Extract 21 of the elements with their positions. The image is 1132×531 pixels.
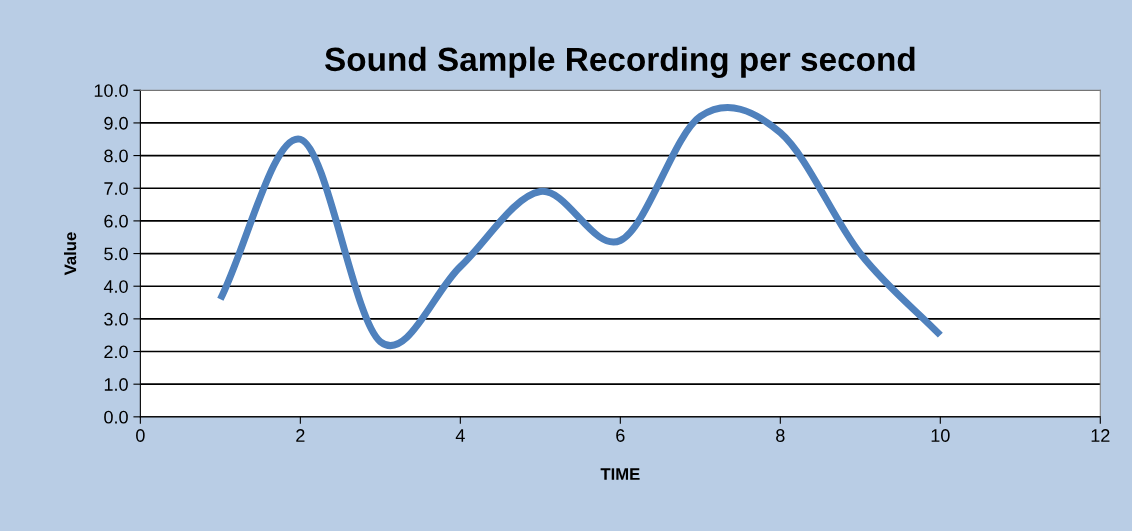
y-tick-label: 4.0 xyxy=(103,280,128,293)
x-tick-label: 4 xyxy=(455,429,465,442)
x-axis-title: TIME xyxy=(600,468,640,480)
y-tick-label: 2.0 xyxy=(104,345,128,359)
y-tick-label: 1.0 xyxy=(104,378,128,391)
y-axis-title: Value xyxy=(64,232,77,276)
x-tick-label: 0 xyxy=(136,429,145,442)
y-tick-label: 3.0 xyxy=(104,312,128,326)
y-tick-label: 7.0 xyxy=(104,182,128,195)
chart-title: Sound Sample Recording per second xyxy=(324,46,915,78)
x-tick-label: 6 xyxy=(616,429,625,442)
y-tick-label: 10.0 xyxy=(94,84,128,97)
y-tick-label: 5.0 xyxy=(104,247,128,261)
y-tick-label: 6.0 xyxy=(104,214,128,228)
y-tick-label: 9.0 xyxy=(104,116,128,130)
x-tick-label: 10 xyxy=(931,429,950,442)
x-tick-label: 2 xyxy=(296,429,305,442)
y-tick-label: 0.0 xyxy=(104,410,128,424)
x-tick-label: 8 xyxy=(776,429,785,442)
y-tick-label: 8.0 xyxy=(104,149,128,163)
x-tick-label: 12 xyxy=(1091,429,1110,442)
